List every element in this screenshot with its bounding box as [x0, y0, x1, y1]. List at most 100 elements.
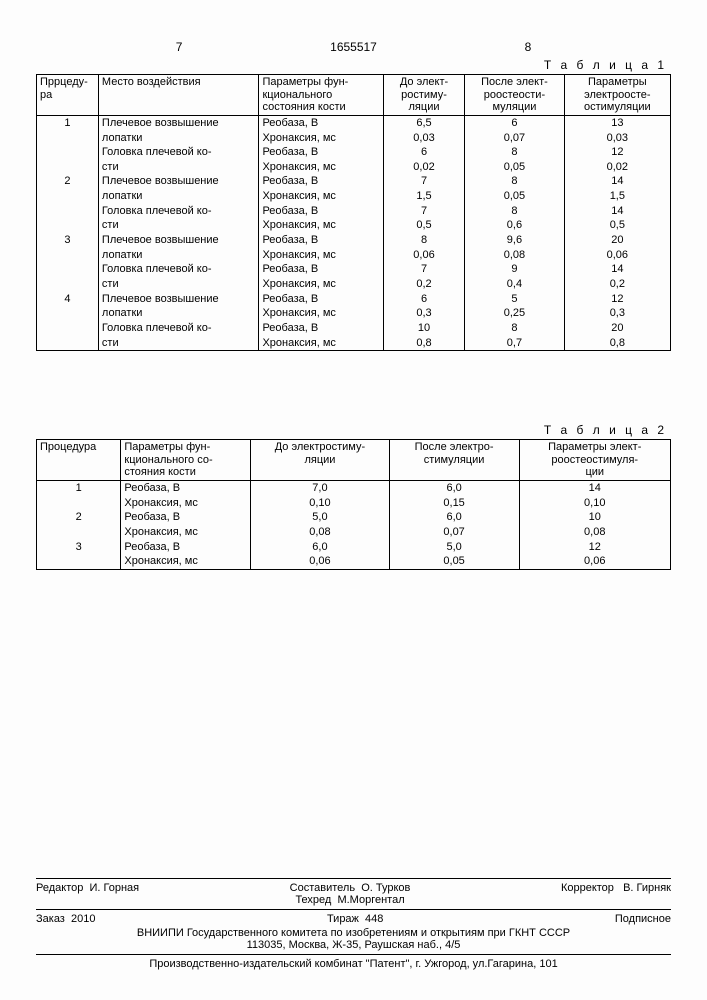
table-2: ПроцедураПараметры фун-кционального со-с… [36, 439, 671, 570]
table-cell: 5 [465, 292, 564, 307]
table-cell: сти [98, 218, 259, 233]
table-cell: Хронаксия, мс [121, 554, 251, 569]
table-cell: Плечевое возвышение [98, 233, 259, 248]
table-cell: 9 [465, 262, 564, 277]
table-cell: 0,10 [251, 496, 389, 511]
table-cell: Хронаксия, мс [259, 160, 383, 175]
table-cell: 7 [383, 262, 464, 277]
table-cell: лопатки [98, 189, 259, 204]
table-1: Прpцеду-раМесто воздействияПараметры фун… [36, 74, 671, 351]
page-num-left: 7 [176, 40, 183, 54]
col-header: После электро-стимуляции [389, 440, 519, 481]
col-header: Прpцеду-ра [37, 75, 99, 116]
table-cell: 20 [564, 233, 670, 248]
col-header: До электростиму-ляции [251, 440, 389, 481]
page-num-right: 8 [525, 40, 532, 54]
table-cell: 12 [519, 540, 670, 555]
table-cell: 0,06 [519, 554, 670, 569]
order-line: Заказ 2010 [36, 913, 95, 925]
org-line: ВНИИПИ Государственного комитета по изоб… [36, 927, 671, 939]
table-cell: Хронаксия, мс [121, 525, 251, 540]
table-cell: 0,2 [564, 277, 670, 292]
table-cell [37, 336, 99, 351]
tirazh-line: Тираж 448 [327, 913, 383, 925]
table-cell: 5,0 [251, 510, 389, 525]
table-cell [37, 204, 99, 219]
table-cell: Плечевое возвышение [98, 115, 259, 130]
table-cell: Головка плечевой ко- [98, 145, 259, 160]
table-cell: 0,06 [383, 248, 464, 263]
table-cell: 6 [383, 145, 464, 160]
table-cell [37, 277, 99, 292]
table-cell: Хронаксия, мс [259, 336, 383, 351]
table-cell: 0,10 [519, 496, 670, 511]
table-cell: 1 [37, 481, 121, 496]
table-cell: Реобаза, В [121, 540, 251, 555]
colophon: Редактор И. Горная Составитель О. Турков… [36, 875, 671, 970]
col-header: Параметры фун-кционального со-стояния ко… [121, 440, 251, 481]
table-cell: Головка плечевой ко- [98, 204, 259, 219]
compiler-techred: Составитель О. Турков Техред М.Моргентал [290, 882, 411, 906]
table-cell: Реобаза, В [259, 145, 383, 160]
table-cell: лопатки [98, 248, 259, 263]
table-cell: сти [98, 336, 259, 351]
table2-title: Т а б л и ц а 2 [36, 423, 667, 437]
table-cell: лопатки [98, 131, 259, 146]
col-header: Параметры элект-роостеостимуля-ции [519, 440, 670, 481]
table-cell: Реобаза, В [259, 321, 383, 336]
table-cell: 0,05 [465, 189, 564, 204]
table-cell: 1 [37, 115, 99, 130]
table-cell: Реобаза, В [259, 262, 383, 277]
table-cell: 6,5 [383, 115, 464, 130]
table-cell: 0,03 [383, 131, 464, 146]
table-cell: 7,0 [251, 481, 389, 496]
table-cell: 14 [564, 204, 670, 219]
table-cell: 8 [465, 145, 564, 160]
table-cell: 10 [383, 321, 464, 336]
table-cell: 7 [383, 174, 464, 189]
table-cell [37, 321, 99, 336]
table-cell: Хронаксия, мс [259, 306, 383, 321]
col-header: До элект-ростиму-ляции [383, 75, 464, 116]
table-cell [37, 306, 99, 321]
table-cell: 0,03 [564, 131, 670, 146]
table-cell: Реобаза, В [259, 115, 383, 130]
corrector-line: Корректор В. Гирняк [561, 882, 671, 906]
doc-number: 1655517 [330, 40, 377, 54]
table-cell: 3 [37, 233, 99, 248]
table-cell: Реобаза, В [121, 510, 251, 525]
table-cell [37, 145, 99, 160]
table-cell: 0,08 [251, 525, 389, 540]
table-cell: Хронаксия, мс [259, 218, 383, 233]
table-cell: 5,0 [389, 540, 519, 555]
table-cell: Реобаза, В [121, 481, 251, 496]
table-cell: 14 [519, 481, 670, 496]
table-cell: 8 [465, 204, 564, 219]
table-cell: 0,2 [383, 277, 464, 292]
table-cell [37, 248, 99, 263]
table-cell: Хронаксия, мс [259, 248, 383, 263]
table-cell: 0,05 [389, 554, 519, 569]
table-cell: 0,5 [383, 218, 464, 233]
table-cell [37, 496, 121, 511]
table-cell: Головка плечевой ко- [98, 321, 259, 336]
table-cell: 6,0 [251, 540, 389, 555]
table-cell: сти [98, 277, 259, 292]
table-cell: 0,07 [389, 525, 519, 540]
table-cell: 0,06 [564, 248, 670, 263]
table-cell: Реобаза, В [259, 174, 383, 189]
table-cell: 8 [383, 233, 464, 248]
table-cell: Реобаза, В [259, 204, 383, 219]
table-cell: 6,0 [389, 510, 519, 525]
table-cell: Головка плечевой ко- [98, 262, 259, 277]
table-cell [37, 160, 99, 175]
table-cell: Реобаза, В [259, 292, 383, 307]
table-cell: Хронаксия, мс [259, 131, 383, 146]
table-cell: сти [98, 160, 259, 175]
table-cell: 0,3 [383, 306, 464, 321]
table-cell: 1,5 [383, 189, 464, 204]
table-cell: 8 [465, 321, 564, 336]
table-cell [37, 554, 121, 569]
table-cell: 0,4 [465, 277, 564, 292]
col-header: Параметры фун-кциональногосостояния кост… [259, 75, 383, 116]
